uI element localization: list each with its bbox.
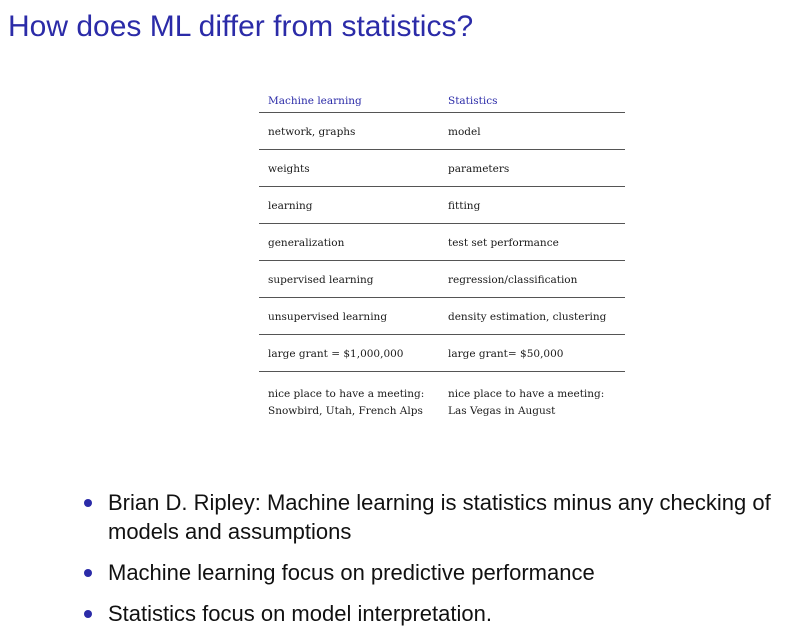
slide-title: How does ML differ from statistics? (8, 10, 474, 43)
ml-meeting-place: nice place to have a meeting: Snowbird, … (259, 386, 448, 420)
stats-term: parameters (448, 162, 510, 175)
ml-term: generalization (268, 236, 345, 249)
stats-term: large grant= $50,000 (448, 347, 564, 360)
table-row-meeting-place: nice place to have a meeting: Snowbird, … (259, 372, 625, 433)
stats-term: regression/classification (448, 273, 578, 286)
header-statistics: Statistics (448, 95, 498, 107)
stats-meeting-place: nice place to have a meeting: Las Vegas … (448, 386, 625, 420)
table-row: supervised learning regression/classific… (259, 261, 625, 298)
table-row: generalization test set performance (259, 224, 625, 261)
comparison-table: Machine learning Statistics network, gra… (259, 90, 625, 433)
ml-term: unsupervised learning (268, 310, 388, 323)
ml-term: network, graphs (268, 125, 356, 138)
table-header-row: Machine learning Statistics (259, 90, 625, 113)
bullet-dot-icon (84, 569, 92, 577)
table-row: unsupervised learning density estimation… (259, 298, 625, 335)
stats-term: fitting (448, 199, 481, 212)
bullet-text: Machine learning focus on predictive per… (108, 560, 595, 585)
bullet-text: Statistics focus on model interpretation… (108, 601, 492, 626)
ml-term: learning (268, 199, 313, 212)
header-machine-learning: Machine learning (268, 95, 362, 107)
stats-term: model (448, 125, 481, 138)
bullet-item: Machine learning focus on predictive per… (84, 558, 784, 587)
bullet-dot-icon (84, 499, 92, 507)
table-row: learning fitting (259, 187, 625, 224)
ml-meeting-line-2: Snowbird, Utah, French Alps (268, 405, 423, 417)
table-row: weights parameters (259, 150, 625, 187)
bullet-item: Statistics focus on model interpretation… (84, 599, 784, 628)
ml-meeting-line-1: nice place to have a meeting: (268, 388, 425, 400)
table-row: large grant = $1,000,000 large grant= $5… (259, 335, 625, 372)
table-row: network, graphs model (259, 113, 625, 150)
bullet-text: Brian D. Ripley: Machine learning is sta… (108, 490, 771, 544)
ml-term: weights (268, 162, 310, 175)
bullet-dot-icon (84, 610, 92, 618)
stats-term: density estimation, clustering (448, 310, 607, 323)
bullet-item: Brian D. Ripley: Machine learning is sta… (84, 488, 784, 546)
ml-term: supervised learning (268, 273, 374, 286)
stats-term: test set performance (448, 236, 559, 249)
stats-meeting-line-2: Las Vegas in August (448, 405, 556, 417)
stats-meeting-line-1: nice place to have a meeting: (448, 388, 605, 400)
bullet-list: Brian D. Ripley: Machine learning is sta… (84, 488, 784, 640)
ml-term: large grant = $1,000,000 (268, 347, 404, 360)
